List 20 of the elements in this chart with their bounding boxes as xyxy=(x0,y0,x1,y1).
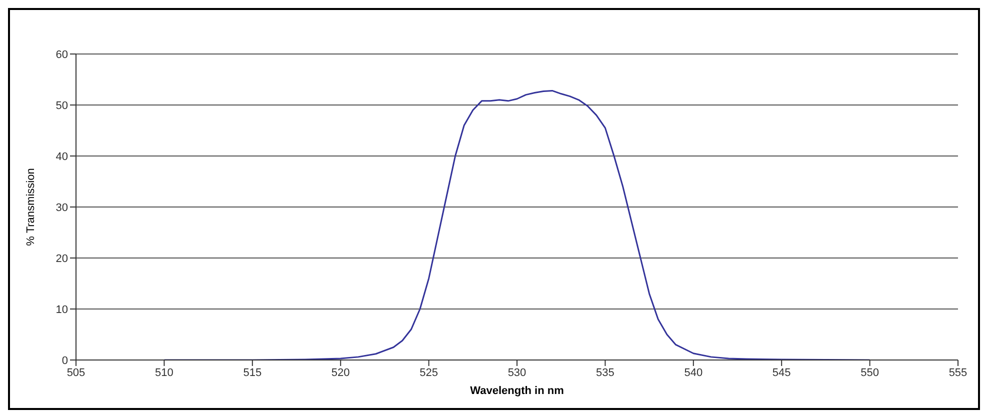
x-tick-label: 545 xyxy=(772,366,791,379)
x-tick-label: 510 xyxy=(155,366,174,379)
y-tick-label: 50 xyxy=(56,100,68,112)
x-tick-label: 540 xyxy=(684,366,703,379)
y-tick-label: 0 xyxy=(62,354,68,367)
x-tick-label: 505 xyxy=(66,366,86,379)
y-tick-label: 20 xyxy=(56,252,68,265)
x-tick-label: 550 xyxy=(860,366,879,379)
y-tick-label: 40 xyxy=(56,150,68,163)
y-tick-label: 10 xyxy=(56,304,68,316)
y-tick-label: 30 xyxy=(56,202,68,214)
x-tick-label: 530 xyxy=(508,366,526,379)
x-axis-title: Wavelength in nm xyxy=(470,385,564,397)
x-tick-label: 525 xyxy=(420,366,438,379)
x-tick-label: 515 xyxy=(243,366,262,379)
y-axis-title: % Transmission xyxy=(24,168,37,246)
y-tick-label: 60 xyxy=(56,48,68,61)
x-tick-label: 520 xyxy=(331,366,350,379)
x-tick-label: 535 xyxy=(596,366,614,379)
x-tick-label: 555 xyxy=(948,366,968,379)
